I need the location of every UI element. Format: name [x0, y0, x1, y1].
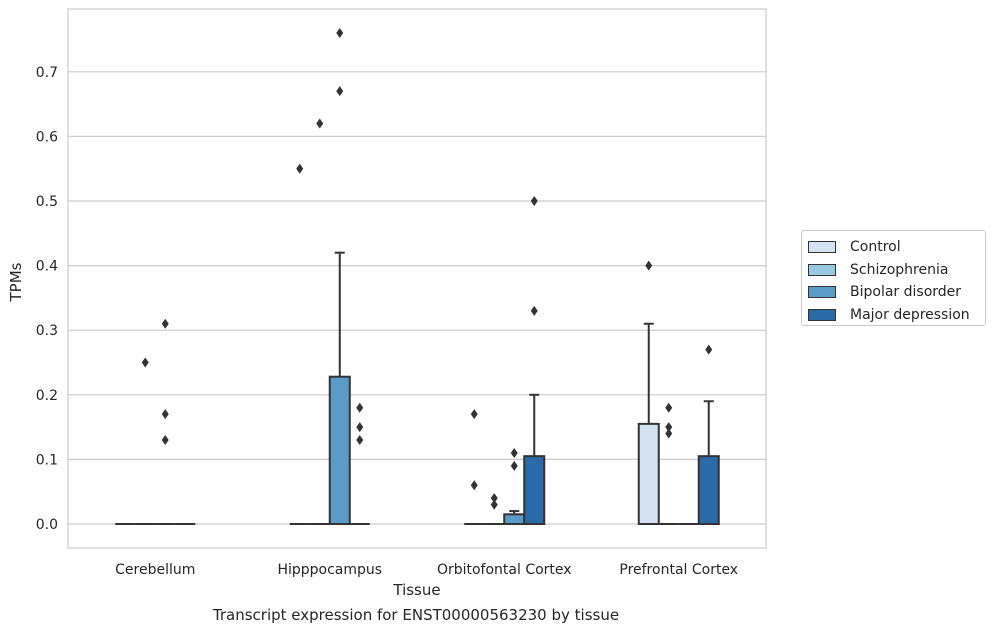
outlier-point	[161, 318, 169, 329]
legend-item: Bipolar disorder	[808, 281, 985, 304]
outlier-point	[356, 422, 364, 433]
outlier-point	[510, 447, 518, 458]
plot-area-frame	[67, 8, 767, 549]
box-major-depression	[697, 344, 720, 526]
legend-label: Control	[850, 239, 901, 256]
outlier-point	[665, 422, 673, 433]
y-tick-label: 0.0	[36, 517, 58, 533]
outlier-point	[356, 402, 364, 413]
y-tick-label: 0.3	[36, 323, 58, 339]
box-schizophrenia	[658, 402, 679, 525]
outlier-point	[705, 344, 713, 355]
box-rect	[637, 422, 660, 525]
legend-item: Schizophrenia	[808, 259, 985, 282]
outlier-point	[490, 493, 498, 504]
box-schizophrenia	[309, 118, 330, 525]
box-schizophrenia	[484, 493, 505, 525]
box-control	[464, 409, 485, 525]
outlier-point	[665, 428, 673, 439]
box-rect	[697, 455, 720, 526]
box-control	[289, 163, 310, 525]
legend-swatch	[808, 286, 836, 299]
y-tick-label: 0.6	[36, 129, 58, 145]
y-tick-label: 0.2	[36, 388, 58, 404]
box-plot-marks	[115, 28, 720, 526]
x-tick-labels: Cerebellum Hipppocampus Orbitofontal Corte…	[115, 562, 738, 578]
box-rect	[328, 375, 351, 525]
x-axis-label: Tissue	[392, 581, 440, 599]
outlier-point	[530, 305, 538, 316]
outlier-point	[470, 480, 478, 491]
legend-item: Control	[808, 236, 985, 259]
grid-lines	[68, 71, 766, 525]
legend-label: Bipolar disorder	[850, 284, 962, 301]
box-major-depression	[349, 402, 370, 525]
chart-caption: Transcript expression for ENST0000056323…	[212, 606, 620, 624]
legend: Control Schizophrenia Bipolar disorder Majo…	[801, 230, 986, 326]
outlier-point	[141, 357, 149, 368]
outlier-point	[296, 163, 304, 174]
outlier-point	[530, 196, 538, 206]
outlier-point	[161, 435, 169, 446]
box-major-depression	[523, 196, 546, 526]
y-tick-label: 0.4	[36, 259, 58, 275]
outlier-point	[645, 260, 653, 271]
x-tick-label: Orbitofontal Cortex	[437, 562, 572, 578]
box-schizophrenia	[135, 357, 156, 525]
y-tick-label: 0.5	[36, 194, 58, 210]
box-rect	[523, 455, 546, 526]
outlier-point	[316, 118, 324, 129]
y-tick-label: 0.7	[36, 65, 58, 81]
y-axis-label: TPMs	[7, 262, 25, 302]
legend-swatch	[808, 241, 836, 254]
outlier-point	[336, 28, 344, 39]
outlier-point	[490, 499, 498, 510]
y-tick-labels: 0.0 0.1 0.2 0.3 0.4 0.5 0.6 0.7	[36, 65, 58, 533]
box-bipolar-disorder	[155, 318, 176, 525]
legend-item: Major depression	[808, 304, 985, 327]
outlier-point	[510, 460, 518, 471]
legend-swatch	[808, 308, 836, 321]
box-control	[637, 260, 660, 525]
x-tick-label: Cerebellum	[115, 562, 195, 578]
legend-label: Major depression	[850, 306, 970, 323]
x-tick-label: Prefrontal Cortex	[619, 562, 738, 578]
y-tick-label: 0.1	[36, 452, 58, 468]
legend-label: Schizophrenia	[850, 261, 949, 278]
outlier-point	[161, 409, 169, 420]
outlier-point	[356, 435, 364, 446]
legend-swatch	[808, 263, 836, 276]
x-tick-label: Hipppocampus	[277, 562, 382, 578]
outlier-point	[665, 402, 673, 413]
box-rect	[503, 513, 526, 525]
box-bipolar-disorder	[328, 28, 351, 525]
outlier-point	[470, 409, 478, 420]
outlier-point	[336, 86, 344, 97]
